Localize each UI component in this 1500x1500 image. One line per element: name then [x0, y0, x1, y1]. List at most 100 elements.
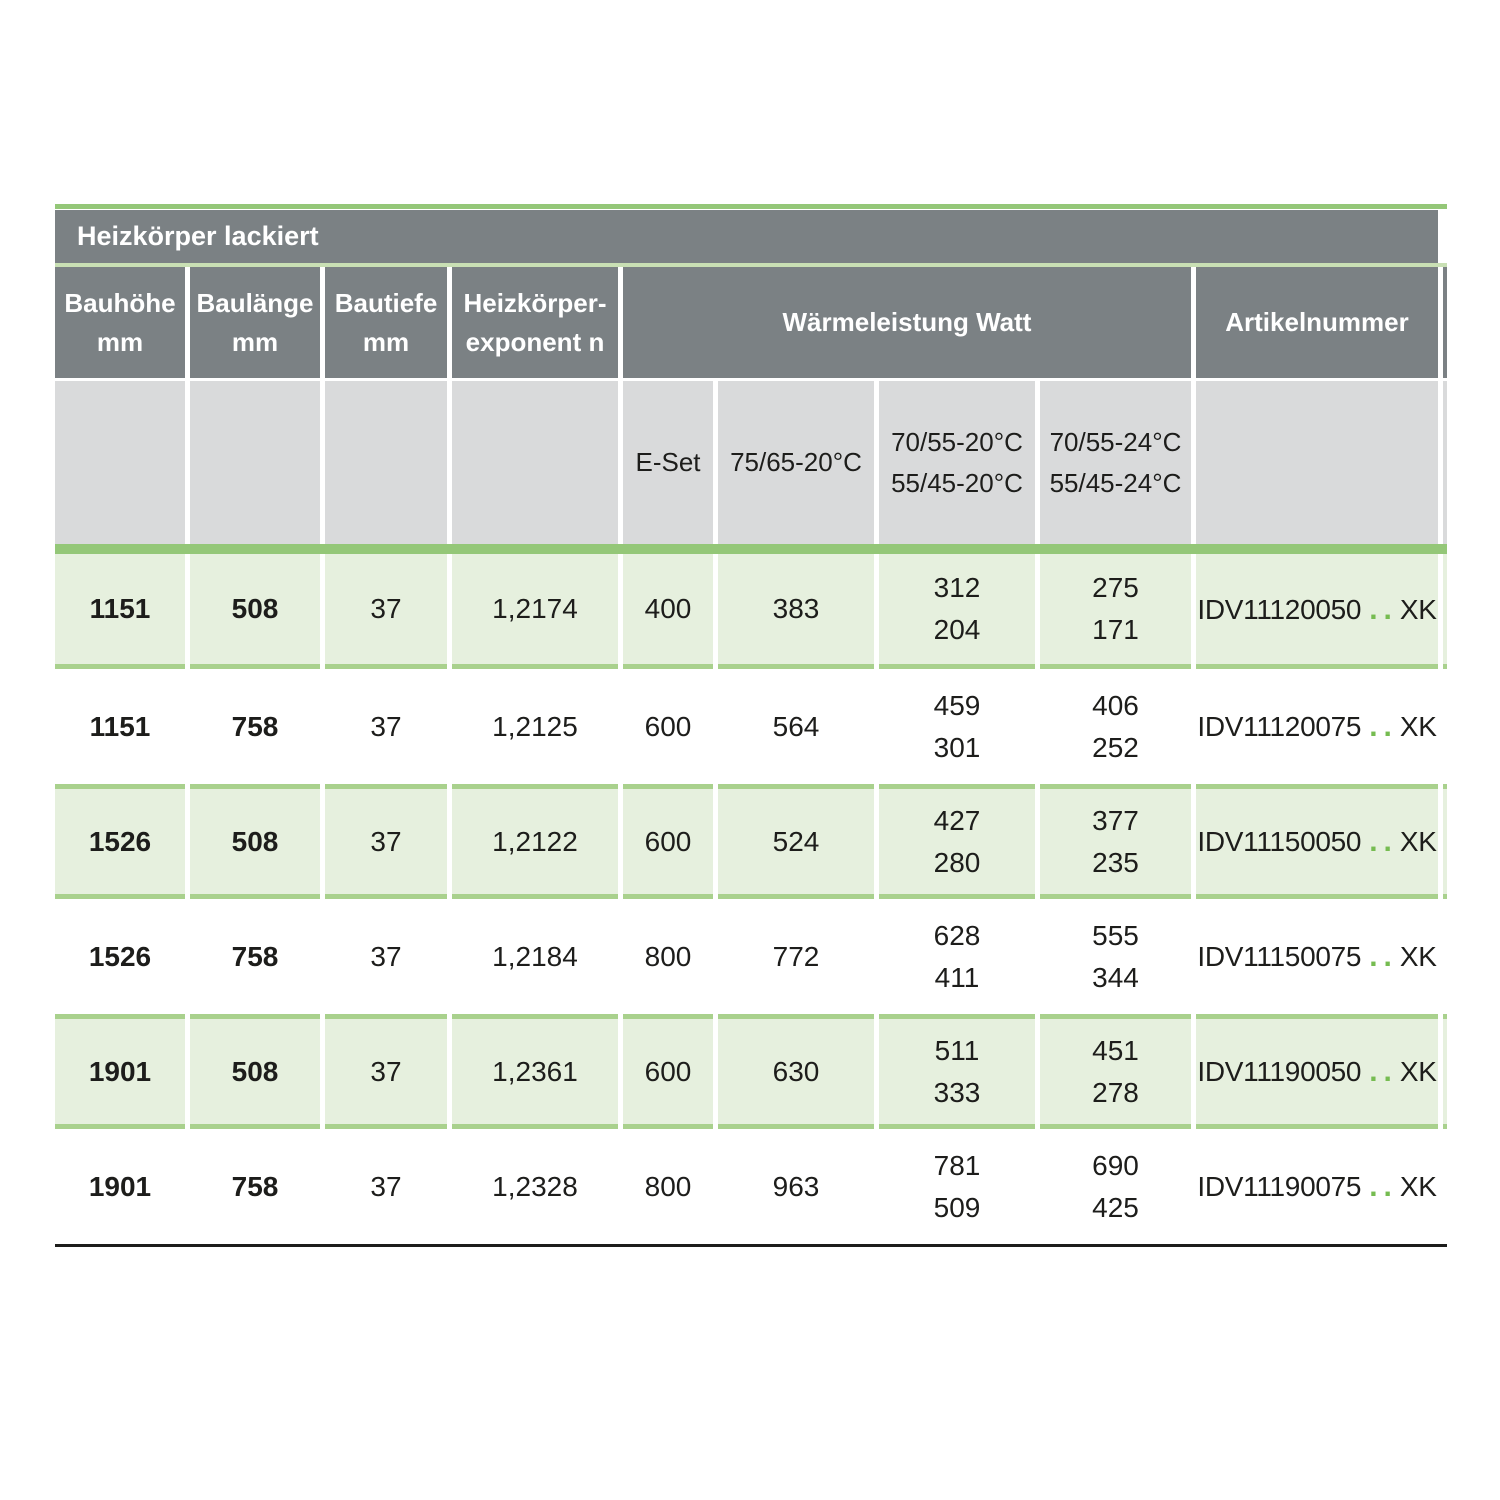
header-label-line: Wärmeleistung Watt [782, 307, 1032, 337]
column-header-exponent: Heizkörper- exponent n [452, 267, 618, 378]
watt-value-line: 280 [933, 846, 981, 878]
table-row: 1901 758 37 1,2328 800 963 781 509 690 4… [55, 1129, 1447, 1244]
watt-value-line: 781 [933, 1149, 981, 1181]
header-label-line: Baulänge [196, 287, 314, 318]
cell-watt-75-65: 963 [718, 1129, 874, 1244]
cell-eset-watt: 600 [623, 784, 713, 899]
artikel-value: IDV11190075 ..XK [1197, 1164, 1437, 1209]
column-header-waermeleistung: Wärmeleistung Watt [623, 267, 1191, 378]
cell-exponent: 1,2125 [452, 669, 618, 784]
cell-artikelnummer: IDV11150075 ..XK [1196, 899, 1438, 1014]
subheader-row: E-Set 75/65-20°C 70/55-20°C 55/45-20°C 7… [55, 381, 1447, 544]
watt-value-line: 555 [1092, 919, 1139, 951]
column-header-row: Bauhöhe mm Baulänge mm Bautiefe mm Heizk… [55, 267, 1447, 378]
column-header-baulaenge: Baulänge mm [190, 267, 320, 378]
subheader-label: E-Set [635, 447, 701, 478]
watt-value-line: 278 [1092, 1076, 1139, 1108]
table-title-row: Heizkörper lackiert [55, 210, 1447, 263]
watt-value-line: 690 [1092, 1149, 1139, 1181]
watt-value-line: 628 [933, 919, 981, 951]
watt-value-line: 509 [933, 1191, 981, 1223]
row-edge-sliver [1443, 554, 1447, 669]
cell-baulaenge: 508 [190, 784, 320, 899]
artikel-prefix: IDV11120075 [1197, 711, 1362, 742]
watt-value-line: 459 [933, 689, 981, 721]
header-label-line: mm [231, 326, 279, 357]
subheader-edge-sliver [1443, 381, 1447, 544]
cell-watt-70-55-20: 312 204 [879, 554, 1035, 669]
table-body: 1151 508 37 1,2174 400 383 312 204 275 1… [55, 554, 1447, 1244]
table-row: 1151 758 37 1,2125 600 564 459 301 406 2… [55, 669, 1447, 784]
artikel-suffix: XK [1399, 593, 1437, 625]
watt-value-line: 204 [933, 614, 981, 645]
watt-value-line: 275 [1092, 572, 1139, 603]
column-header-bautiefe: Bautiefe mm [325, 267, 447, 378]
artikel-value: IDV11120075 ..XK [1197, 704, 1437, 749]
subheader-empty [325, 381, 447, 544]
artikel-suffix: XK [1399, 711, 1437, 742]
cell-watt-75-65: 630 [718, 1014, 874, 1129]
row-edge-sliver [1443, 1129, 1447, 1244]
header-label-line: mm [96, 326, 144, 357]
watt-value-line: 425 [1092, 1191, 1139, 1223]
artikel-suffix: XK [1399, 1171, 1437, 1202]
cell-exponent: 1,2328 [452, 1129, 618, 1244]
cell-watt-70-55-20: 781 509 [879, 1129, 1035, 1244]
cell-artikelnummer: IDV11150050 ..XK [1196, 784, 1438, 899]
header-label-line: Bauhöhe [64, 287, 176, 318]
cell-artikelnummer: IDV11120050 ..XK [1196, 554, 1438, 669]
artikel-value: IDV11120050 ..XK [1197, 587, 1437, 632]
artikel-color-dots: .. [1369, 825, 1398, 858]
heizkoerper-spec-table: Heizkörper lackiert Bauhöhe mm Baulänge … [55, 204, 1447, 1247]
artikel-color-dots: .. [1369, 592, 1398, 626]
subheader-70-55-20: 70/55-20°C 55/45-20°C [879, 381, 1035, 544]
cell-baulaenge: 758 [190, 899, 320, 1014]
cell-baulaenge: 508 [190, 554, 320, 669]
artikel-value: IDV11190050 ..XK [1197, 1049, 1437, 1094]
header-label-line: Heizkörper- [463, 287, 607, 318]
cell-watt-70-55-20: 427 280 [879, 784, 1035, 899]
cell-bautiefe: 37 [325, 784, 447, 899]
watt-value-line: 235 [1092, 846, 1139, 878]
cell-bauhoehe: 1526 [55, 784, 185, 899]
subheader-empty [452, 381, 618, 544]
table-title-bar: Heizkörper lackiert [55, 210, 1438, 263]
artikel-color-dots: .. [1369, 940, 1398, 973]
cell-eset-watt: 600 [623, 1014, 713, 1129]
subheader-label: 55/45-24°C [1049, 467, 1182, 498]
cell-eset-watt: 800 [623, 1129, 713, 1244]
subheader-empty [190, 381, 320, 544]
cell-artikelnummer: IDV11190075 ..XK [1196, 1129, 1438, 1244]
cell-bauhoehe: 1901 [55, 1014, 185, 1129]
cell-artikelnummer: IDV11120075 ..XK [1196, 669, 1438, 784]
artikel-color-dots: .. [1369, 1055, 1398, 1088]
subheader-empty [1196, 381, 1438, 544]
cell-watt-75-65: 524 [718, 784, 874, 899]
subheader-label: 55/45-20°C [891, 467, 1023, 498]
subheader-label: 70/55-20°C [891, 427, 1023, 458]
subheader-label: 75/65-20°C [730, 447, 862, 478]
watt-value-line: 451 [1092, 1034, 1139, 1066]
column-header-artikelnummer: Artikelnummer [1196, 267, 1438, 378]
header-label-line: exponent n [465, 326, 605, 357]
watt-value-line: 427 [933, 804, 981, 836]
cell-bautiefe: 37 [325, 1129, 447, 1244]
cell-bauhoehe: 1151 [55, 669, 185, 784]
cell-eset-watt: 600 [623, 669, 713, 784]
artikel-value: IDV11150050 ..XK [1197, 819, 1437, 864]
watt-value-line: 171 [1092, 614, 1139, 645]
row-edge-sliver [1443, 784, 1447, 899]
subheader-empty [55, 381, 185, 544]
cell-baulaenge: 508 [190, 1014, 320, 1129]
cell-watt-75-65: 772 [718, 899, 874, 1014]
cell-bauhoehe: 1151 [55, 554, 185, 669]
header-label-line: mm [362, 326, 410, 357]
table-row: 1526 758 37 1,2184 800 772 628 411 555 3… [55, 899, 1447, 1014]
row-edge-sliver [1443, 899, 1447, 1014]
artikel-color-dots: .. [1369, 1170, 1398, 1203]
cell-watt-70-55-20: 628 411 [879, 899, 1035, 1014]
cell-exponent: 1,2361 [452, 1014, 618, 1129]
artikel-suffix: XK [1399, 941, 1437, 972]
watt-value-line: 312 [933, 572, 981, 603]
cell-artikelnummer: IDV11190050 ..XK [1196, 1014, 1438, 1129]
